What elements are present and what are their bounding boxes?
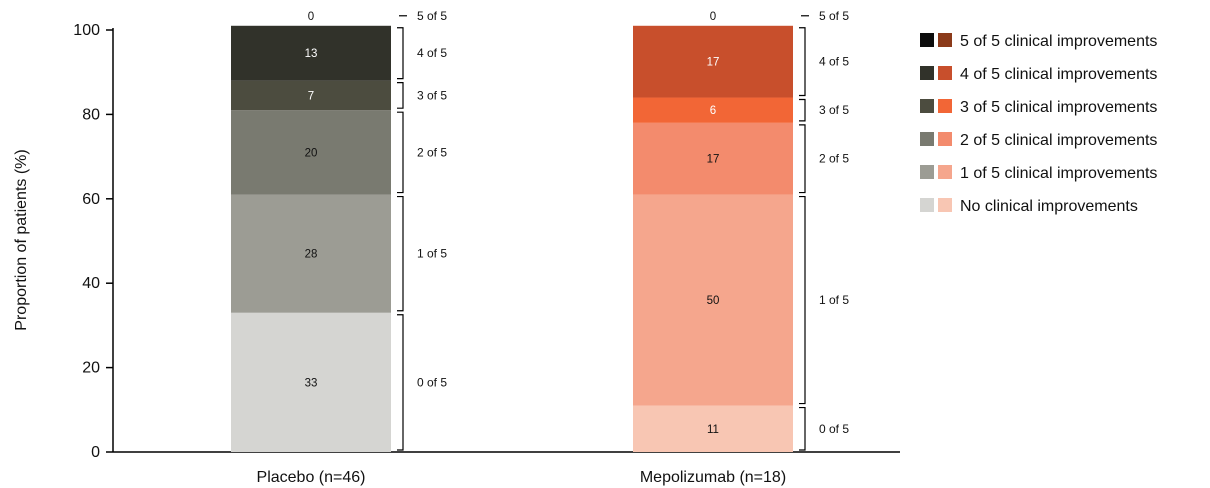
legend-swatch — [938, 198, 952, 212]
legend-swatch — [938, 66, 952, 80]
segment-bracket — [397, 314, 404, 451]
bracket-label: 1 of 5 — [819, 293, 849, 307]
segment-bracket — [799, 98, 806, 122]
bracket-label: 4 of 5 — [417, 46, 447, 60]
legend-label: 1 of 5 clinical improvements — [960, 165, 1157, 182]
legend-swatch — [938, 33, 952, 47]
segment-bracket — [397, 82, 404, 109]
data-label: 0 — [710, 11, 716, 23]
legend-swatch — [938, 165, 952, 179]
data-label: 17 — [707, 57, 720, 69]
segment-bracket — [799, 195, 806, 405]
data-label: 50 — [707, 295, 720, 307]
x-category-label: Mepolizumab (n=18) — [640, 469, 786, 486]
legend-label: 5 of 5 clinical improvements — [960, 33, 1157, 50]
segment-bracket — [799, 406, 806, 451]
y-tick-label: 100 — [73, 22, 100, 39]
legend-label: No clinical improvements — [960, 198, 1138, 215]
y-tick-label: 80 — [82, 106, 100, 123]
bar-segment — [633, 194, 793, 406]
legend-swatch — [938, 132, 952, 146]
segment-bracket — [397, 195, 404, 312]
bar-segment — [231, 25, 391, 81]
y-tick-label: 0 — [91, 444, 100, 461]
bracket-label: 0 of 5 — [417, 375, 447, 389]
segment-bracket — [799, 27, 806, 97]
bracket-label: 5 of 5 — [819, 9, 849, 23]
bracket-label: 1 of 5 — [417, 247, 447, 261]
legend-swatch — [938, 99, 952, 113]
data-label: 28 — [305, 249, 318, 261]
data-label: 0 — [308, 11, 314, 23]
legend-swatch — [920, 132, 934, 146]
data-label: 17 — [707, 154, 720, 166]
legend-swatch — [920, 66, 934, 80]
y-axis-title: Proportion of patients (%) — [13, 149, 30, 330]
bar-segment — [633, 122, 793, 195]
bar-segment — [231, 194, 391, 313]
bar-segment — [231, 80, 391, 111]
legend-label: 3 of 5 clinical improvements — [960, 99, 1157, 116]
bracket-label: 3 of 5 — [417, 88, 447, 102]
legend-label: 2 of 5 clinical improvements — [960, 132, 1157, 149]
legend-swatch — [920, 33, 934, 47]
bracket-label: 2 of 5 — [417, 145, 447, 159]
segment-bracket — [397, 111, 404, 194]
segment-bracket — [397, 27, 404, 80]
legend-swatch — [920, 165, 934, 179]
data-label: 13 — [305, 48, 318, 60]
data-label: 11 — [707, 424, 719, 436]
data-label: 33 — [305, 377, 318, 389]
legend-swatch — [920, 198, 934, 212]
segment-bracket — [799, 124, 806, 194]
bracket-label: 5 of 5 — [417, 9, 447, 23]
bracket-label: 3 of 5 — [819, 103, 849, 117]
legend-swatch — [920, 99, 934, 113]
x-category-label: Placebo (n=46) — [257, 469, 366, 486]
y-tick-label: 20 — [82, 360, 100, 377]
bar-segment — [231, 110, 391, 195]
bracket-label: 2 of 5 — [819, 152, 849, 166]
legend-label: 4 of 5 clinical improvements — [960, 66, 1157, 83]
bar-segment — [231, 312, 391, 452]
bar-segment — [633, 405, 793, 452]
data-label: 7 — [308, 90, 314, 102]
bracket-label: 4 of 5 — [819, 55, 849, 69]
data-label: 20 — [305, 147, 318, 159]
data-label: 6 — [710, 105, 716, 117]
y-tick-label: 40 — [82, 275, 100, 292]
bar-segment — [633, 97, 793, 123]
bar-segment — [633, 25, 793, 98]
y-tick-label: 60 — [82, 191, 100, 208]
bracket-label: 0 of 5 — [819, 422, 849, 436]
